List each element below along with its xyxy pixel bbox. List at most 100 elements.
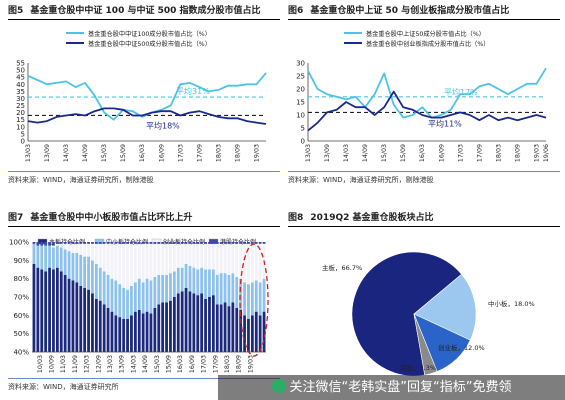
figure-7-bar-segment-2 — [52, 245, 55, 248]
figure-7-bar-segment-1 — [262, 278, 266, 312]
figure-5-series-line-0 — [27, 72, 267, 121]
figure-7-bar-segment-3 — [227, 242, 231, 244]
figure-7-bar-segment-0 — [118, 317, 122, 352]
figure-7-bar-segment-0 — [133, 311, 137, 352]
figure-8-panel: 图8 2019Q2 基金重仓股板块占比 主板，66.7% 中小板，18.0% 创业板… — [288, 212, 560, 392]
figure-5-x-tick-label: 15/09 — [120, 144, 127, 162]
figure-7-bar-segment-2 — [184, 243, 188, 264]
figure-7-x-tick-label: 18/09 — [236, 355, 243, 373]
figure-7-bar-segment-0 — [254, 311, 258, 352]
figure-7-bar-segment-3 — [149, 242, 153, 244]
figure-7-bar-segment-3 — [223, 242, 227, 244]
figure-5-average-label-0: 平均31% — [176, 86, 210, 96]
figure-7-bar-segment-0 — [262, 311, 266, 352]
figure-7-bar-segment-1 — [98, 267, 102, 301]
figure-5-y-tick-label: 15 — [16, 116, 25, 124]
figure-7-bar-segment-1 — [169, 273, 172, 301]
figure-7-bar-segment-3 — [157, 242, 161, 244]
figure-7-bar-segment-1 — [48, 245, 51, 268]
figure-7-x-tick-label: 11/09 — [72, 355, 79, 373]
figure-7-bar-segment-2 — [75, 243, 79, 253]
figure-7-bar-segment-1 — [141, 282, 145, 314]
figure-7-bar-segment-1 — [250, 282, 254, 316]
figure-5-x-tick-label: 15/03 — [101, 144, 108, 162]
figure-8-pie-slice-1 — [413, 273, 477, 341]
figure-7-bar-segment-2 — [141, 243, 145, 283]
figure-7-bar-segment-2 — [71, 243, 75, 253]
figure-7-bar-segment-3 — [243, 242, 246, 244]
figure-7-bar-segment-0 — [102, 304, 106, 352]
figure-8-pie-slice-0 — [351, 251, 463, 377]
figure-7-bar-segment-1 — [219, 273, 223, 305]
figure-7-bar-segment-0 — [204, 298, 207, 352]
figure-6-x-tick-label: 14/09 — [362, 144, 369, 162]
figure-7-bar-segment-1 — [44, 245, 48, 272]
figure-6-x-tick-label: 19/06 — [543, 144, 550, 162]
figure-6-legend-label-0: 基金重仓股中上证50成分股市值占比（%） — [366, 30, 485, 38]
figure-5-x-tick-label: 13/03 — [25, 144, 32, 162]
figure-7-bar-segment-3 — [94, 242, 98, 244]
figure-5-legend-label-0: 基金重仓股中中证100成分股市值占比（%） — [88, 30, 211, 38]
figure-7-y-tick-label: 60% — [13, 312, 29, 320]
figure-7-stacked-bar-chart: 主板持仓比例中小板持仓比例创业板持仓比例港股持仓比例40%50%60%70%80… — [9, 238, 269, 373]
figure-7-bar-segment-3 — [67, 242, 71, 244]
figure-7-bar-segment-3 — [98, 242, 102, 244]
figure-7-bar-segment-2 — [223, 243, 227, 274]
figure-7-bar-segment-2 — [235, 243, 239, 277]
figure-7-bar-segment-3 — [145, 242, 149, 244]
figure-6-x-tick-label: 18/09 — [514, 144, 521, 162]
figure-5-y-tick-label: 55 — [16, 60, 25, 68]
figure-7-bar-segment-2 — [258, 243, 262, 283]
figure-7-bar-segment-0 — [110, 311, 114, 352]
figure-7-bar-segment-0 — [215, 304, 219, 352]
figure-7-y-tick-label: 40% — [13, 349, 29, 357]
figure-7-bar-segment-3 — [208, 242, 211, 244]
figure-7-bar-segment-3 — [118, 242, 122, 244]
watermark-text: 关注微信“老韩实盘”回复“指标”免费领 — [289, 380, 512, 395]
figure-7-bar-segment-0 — [153, 308, 157, 352]
figure-6-x-tick-label: 16/09 — [438, 144, 445, 162]
figure-5-x-tick-label: 14/03 — [63, 144, 70, 162]
figure-7-bar-segment-3 — [106, 242, 110, 244]
figure-7-legend-swatch-2 — [151, 238, 162, 245]
figure-6-average-label-1: 平均11% — [428, 118, 462, 128]
figure-7-bar-segment-1 — [71, 253, 75, 281]
figure-7-bar-segment-3 — [79, 242, 83, 244]
figure-7-bar-segment-2 — [63, 243, 67, 250]
figure-6-x-tick-label: 15/03 — [381, 144, 388, 162]
figure-7-bar-segment-3 — [126, 242, 129, 244]
figure-6-source: 资料来源：WIND，海通证券研究所，剔除港股 — [288, 176, 434, 184]
figure-7-bar-segment-2 — [250, 243, 254, 283]
figure-7-bar-segment-0 — [67, 278, 71, 352]
figure-7-bar-segment-2 — [243, 243, 246, 283]
figure-7-bar-segment-3 — [133, 242, 137, 244]
figure-7-bar-segment-0 — [250, 315, 254, 352]
figure-7-x-tick-label: 14/09 — [142, 355, 149, 373]
figure-7-bar-segment-0 — [36, 267, 40, 352]
figure-8-slice-label-3: 港股，3.3% — [400, 363, 436, 372]
figure-6-x-tick-label: 16/03 — [419, 144, 426, 162]
figure-7-bar-segment-0 — [172, 297, 176, 352]
figure-6-title-text: 基金重仓股中上证 50 与创业板指成分股市值占比 — [310, 6, 510, 16]
figure-7-y-tick-label: 50% — [13, 330, 29, 338]
figure-7-legend-label-0: 主板持仓比例 — [49, 238, 85, 246]
figure-7-bar-segment-0 — [32, 264, 36, 352]
figure-7-bar-segment-0 — [227, 306, 231, 352]
figure-7-bar-segment-0 — [75, 282, 79, 352]
figure-7-bar-segment-2 — [165, 243, 168, 275]
figure-7-bar-segment-0 — [196, 295, 200, 352]
figure-7-bar-segment-0 — [114, 315, 118, 352]
figure-7-bar-segment-3 — [59, 242, 63, 244]
figure-8-slice-label-0: 主板，66.7% — [322, 263, 362, 272]
figure-8-title-text: 2019Q2 基金重仓股板块占比 — [310, 213, 434, 223]
figure-6-title: 图6 基金重仓股中上证 50 与创业板指成分股市值占比 — [288, 5, 509, 17]
figure-5-legend-label-1: 基金重仓股中中证500成分股市值占比（%） — [88, 40, 211, 48]
figure-7-bar-segment-1 — [243, 282, 246, 316]
figure-6-x-tick-label: 15/09 — [400, 144, 407, 162]
figure-7-bar-segment-2 — [254, 243, 258, 281]
figure-7-bar-segment-3 — [63, 242, 67, 244]
figure-7-bar-segment-0 — [48, 267, 51, 352]
figure-6-x-tick-label: 19/03 — [533, 144, 540, 162]
figure-7-title-rule — [8, 226, 280, 227]
figure-7-bar-segment-0 — [55, 267, 59, 352]
